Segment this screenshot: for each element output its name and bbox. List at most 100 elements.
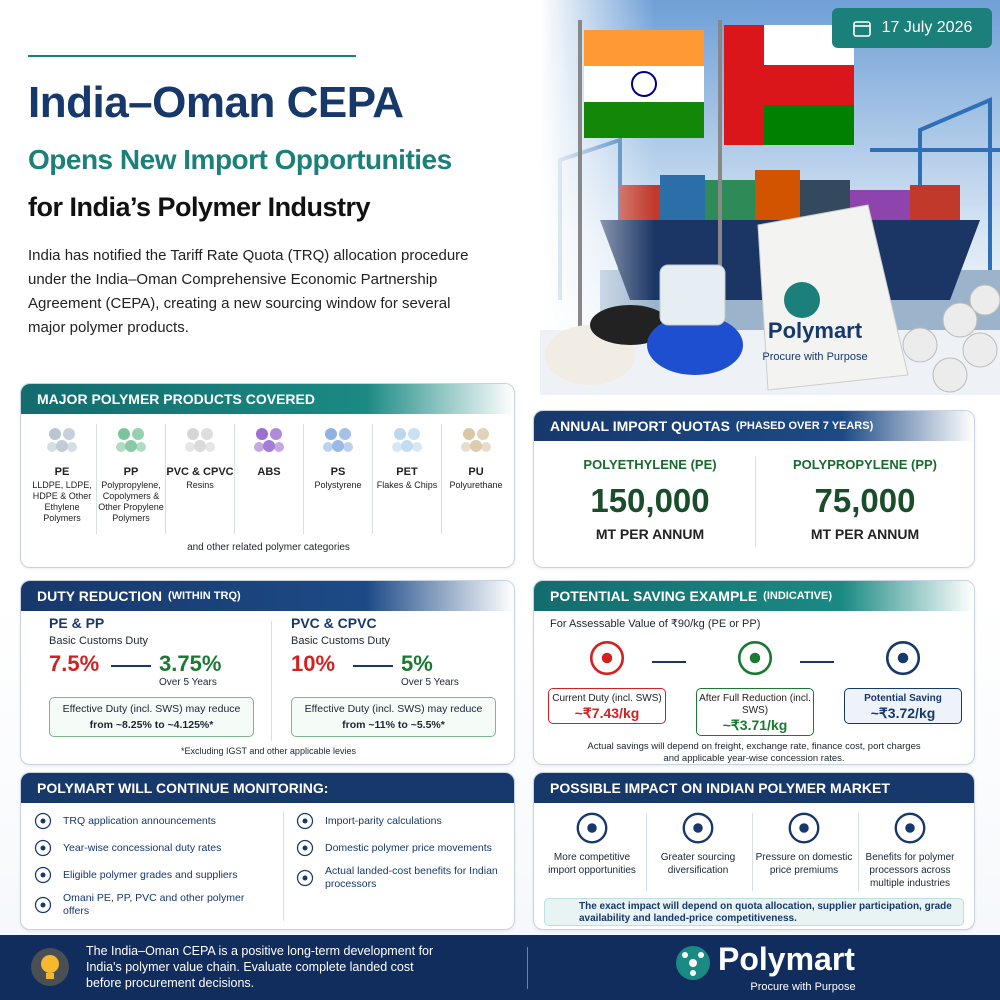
monitoring-item: Domestic polymer price movements xyxy=(295,838,510,858)
tagline: for India’s Polymer Industry xyxy=(28,192,371,222)
monitoring-item: Actual landed-cost benefits for Indian p… xyxy=(295,865,510,891)
icon xyxy=(885,640,921,676)
icon xyxy=(894,812,926,844)
product-desc: Polypropylene, Copolymers & Other Propyl… xyxy=(98,480,164,523)
saving-step: Potential Saving ~₹3.72/kg xyxy=(844,637,962,724)
quota: POLYPROPYLENE (PP) 75,000 MT PER ANNUM xyxy=(765,457,965,542)
icon xyxy=(576,812,608,844)
monitoring-text: Eligible polymer grades and suppliers xyxy=(63,868,238,881)
icon xyxy=(737,640,773,676)
quota-unit: MT PER ANNUM xyxy=(595,526,705,542)
monitoring-item: TRQ application announcements xyxy=(33,811,273,831)
divider xyxy=(271,621,272,741)
divider xyxy=(372,424,373,534)
product-name: ABS xyxy=(257,466,281,478)
impact-item: Greater sourcing diversification xyxy=(648,809,748,877)
saving-step: After Full Reduction (incl. SWS) ~₹3.71/k… xyxy=(696,637,814,736)
icon xyxy=(296,812,314,830)
monitoring-text: Year-wise concessional duty rates xyxy=(63,841,222,854)
divider xyxy=(441,424,442,534)
duty-period: Over 5 Years xyxy=(401,677,459,688)
divider xyxy=(646,813,647,891)
divider xyxy=(752,813,753,891)
monitoring-text: Actual landed-cost benefits for Indian p… xyxy=(325,865,498,890)
icon xyxy=(682,812,714,844)
duty-label: Basic Customs Duty xyxy=(49,635,149,647)
duty-from: 7.5% xyxy=(49,651,100,676)
divider xyxy=(858,813,859,891)
impact-heading: POSSIBLE IMPACT ON INDIAN POLYMER MARKET xyxy=(534,773,974,803)
duty-to: 3.75% xyxy=(159,651,222,676)
footer-tagline: Procure with Purpose xyxy=(750,981,856,993)
intro: India has notified the Tariff Rate Quota… xyxy=(28,247,469,336)
icon xyxy=(589,640,625,676)
product: ABS xyxy=(234,420,304,480)
saving-step: Current Duty (incl. SWS) ~₹7.43/kg xyxy=(548,637,666,724)
icon xyxy=(34,866,52,884)
quotas-card: ANNUAL IMPORT QUOTAS (PHASED OVER 7 YEARS… xyxy=(533,410,975,568)
monitoring-heading: POLYMART WILL CONTINUE MONITORING: xyxy=(21,773,514,803)
date-badge: 17 July 2026 xyxy=(832,8,992,48)
quota-value: 75,000 xyxy=(814,482,916,519)
duty-group: PE & PP Basic Customs Duty 7.5% 3.75% Over 5… xyxy=(49,615,264,745)
product-name: PS xyxy=(330,466,346,478)
impact-text: Benefits for polymer processors across m… xyxy=(865,852,955,889)
product-desc: Flakes & Chips xyxy=(376,480,438,490)
quota: POLYETHYLENE (PE) 150,000 MT PER ANNUM xyxy=(550,457,750,542)
footer: The India–Oman CEPA is a positive long-t… xyxy=(0,935,1000,1000)
duty-group: PVC & CPVC Basic Customs Duty 10% 5% Over 5 … xyxy=(291,615,506,745)
effective-box: Effective Duty (incl. SWS) may reduce fro… xyxy=(49,697,254,737)
product-name: PU xyxy=(468,466,484,478)
products-heading: MAJOR POLYMER PRODUCTS COVERED xyxy=(21,384,514,414)
hero-illustration: Polymart Procure with Purpose xyxy=(540,0,1000,395)
quota-value: 150,000 xyxy=(590,482,710,519)
quotas-heading: ANNUAL IMPORT QUOTAS xyxy=(550,418,730,434)
product: PVC & CPVC Resins xyxy=(165,420,235,491)
saving-value: ~₹3.72/kg xyxy=(870,705,936,721)
monitoring-item: Year-wise concessional duty rates xyxy=(33,838,273,858)
duty-heading: DUTY REDUCTION xyxy=(37,588,162,604)
products-card: MAJOR POLYMER PRODUCTS COVERED and other… xyxy=(20,383,515,568)
saving-card: POTENTIAL SAVING EXAMPLE (INDICATIVE) For… xyxy=(533,580,975,765)
monitoring-text: Domestic polymer price movements xyxy=(325,841,492,854)
product-name: PP xyxy=(123,466,139,478)
impact-text: Greater sourcing diversification xyxy=(660,852,736,876)
arrow xyxy=(353,665,393,667)
product-name: PVC & CPVC xyxy=(166,466,234,478)
impact-text: Pressure on domestic price premiums xyxy=(755,852,853,876)
arrow xyxy=(800,661,834,663)
saving-value: ~₹3.71/kg xyxy=(722,717,788,733)
effective-box: Effective Duty (incl. SWS) may reduce fro… xyxy=(291,697,496,737)
quota-label: POLYPROPYLENE (PP) xyxy=(793,457,937,472)
icon xyxy=(34,839,52,857)
effective-text: Effective Duty (incl. SWS) may reduce xyxy=(62,703,241,715)
effective-text: Effective Duty (incl. SWS) may reduce xyxy=(304,703,483,715)
product-name: PET xyxy=(396,466,418,478)
product-desc: LLDPE, LDPE, HDPE & Other Ethylene Polym… xyxy=(32,480,92,523)
saving-label: Potential Saving xyxy=(864,693,942,704)
monitoring-item: Import-parity calculations xyxy=(295,811,510,831)
duty-name: PVC & CPVC xyxy=(291,615,377,631)
products-note: and other related polymer categories xyxy=(187,542,350,553)
quota-label: POLYETHYLENE (PE) xyxy=(583,457,717,472)
calendar-icon xyxy=(852,21,871,37)
saving-label: After Full Reduction (incl. SWS) xyxy=(699,693,811,716)
footer-divider xyxy=(527,947,528,989)
icon xyxy=(323,428,353,452)
footer-message: The India–Oman CEPA is a positive long-t… xyxy=(86,944,434,990)
impact-item: Pressure on domestic price premiums xyxy=(754,809,854,877)
quotas-heading-note: (PHASED OVER 7 YEARS) xyxy=(735,420,874,432)
product: PP Polypropylene, Copolymers & Other Prop… xyxy=(96,420,166,524)
divider xyxy=(755,457,756,547)
product-desc: Polyurethane xyxy=(449,480,503,490)
footer-brand: Polymart xyxy=(718,941,855,977)
impact-item: More competitive import opportunities xyxy=(542,809,642,877)
impact-note: The exact impact will depend on quota al… xyxy=(544,898,964,926)
icon xyxy=(254,428,284,452)
product: PU Polyurethane xyxy=(441,420,511,491)
saving-value: ~₹7.43/kg xyxy=(574,705,640,721)
saving-heading-note: (INDICATIVE) xyxy=(763,590,833,602)
impact-card: POSSIBLE IMPACT ON INDIAN POLYMER MARKET… xyxy=(533,772,975,930)
product-desc: Polystyrene xyxy=(314,480,362,490)
